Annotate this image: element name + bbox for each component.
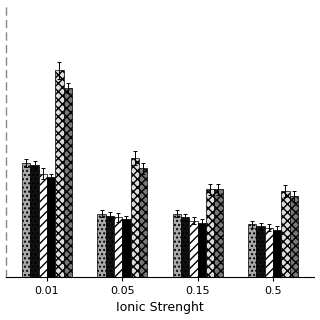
Bar: [181, 217, 189, 277]
Bar: [98, 214, 106, 277]
Bar: [281, 191, 290, 277]
Bar: [256, 226, 265, 277]
Bar: [30, 165, 39, 277]
Bar: [214, 189, 222, 277]
Bar: [189, 221, 198, 277]
Bar: [173, 214, 181, 277]
Bar: [290, 196, 298, 277]
Bar: [206, 189, 214, 277]
Bar: [273, 230, 281, 277]
Bar: [64, 88, 72, 277]
Bar: [55, 70, 64, 277]
Bar: [22, 163, 30, 277]
Bar: [39, 173, 47, 277]
Bar: [114, 217, 122, 277]
Bar: [122, 219, 131, 277]
Bar: [106, 216, 114, 277]
Bar: [139, 168, 147, 277]
Bar: [265, 228, 273, 277]
X-axis label: Ionic Strenght: Ionic Strenght: [116, 301, 204, 315]
Bar: [47, 177, 55, 277]
Bar: [198, 223, 206, 277]
Bar: [131, 158, 139, 277]
Bar: [248, 224, 256, 277]
